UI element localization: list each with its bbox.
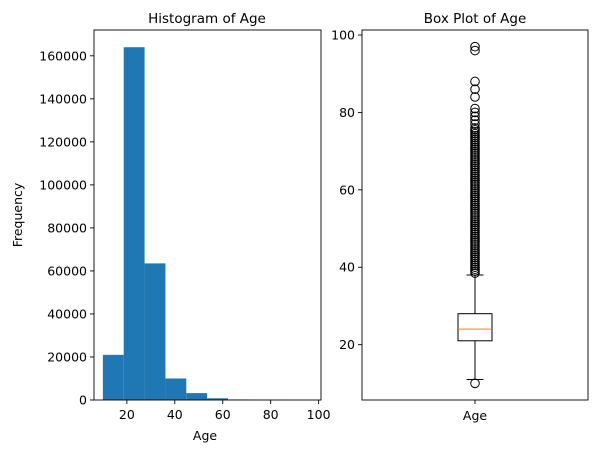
- histogram-title: Histogram of Age: [148, 11, 266, 27]
- histogram-y-tick-label: 100000: [39, 177, 87, 192]
- histogram-bar: [186, 393, 208, 400]
- histogram-y-tick-label: 0: [79, 393, 87, 408]
- boxplot-y-tick-label: 80: [339, 105, 355, 120]
- histogram-x-tick-label: 40: [167, 407, 183, 422]
- histogram-x-ticks: 20 40 60 80 100: [119, 400, 331, 422]
- boxplot-outlier-point: [470, 123, 480, 133]
- boxplot-y-tick-label: 40: [339, 260, 355, 275]
- boxplot-outlier-point: [470, 45, 480, 56]
- histogram-y-label: Frequency: [10, 182, 25, 247]
- boxplot-outlier-point: [470, 92, 480, 102]
- boxplot-outlier-point: [470, 41, 480, 52]
- histogram-y-tick-label: 160000: [39, 48, 87, 63]
- boxplot-y-tick-label: 100: [331, 28, 355, 43]
- boxplot-outlier-point: [470, 76, 480, 87]
- histogram-bars: [102, 47, 312, 401]
- histogram-x-tick-label: 60: [215, 407, 231, 422]
- histogram-y-tick-label: 80000: [47, 220, 87, 235]
- boxplot-box: [457, 313, 493, 342]
- boxplot-outlier-point: [470, 84, 480, 95]
- histogram-y-tick-label: 140000: [39, 91, 87, 106]
- histogram-bar: [207, 398, 228, 400]
- boxplot-y-tick-label: 60: [339, 182, 355, 197]
- boxplot-panel: Box Plot of Age 20 40 60 80 100 Age: [331, 11, 589, 423]
- histogram-y-tick-label: 120000: [39, 134, 87, 149]
- boxplot-outlier-point: [470, 378, 480, 389]
- histogram-bar: [123, 47, 145, 401]
- boxplot-title: Box Plot of Age: [424, 11, 527, 27]
- boxplot-outlier-point: [470, 115, 480, 125]
- boxplot-category-label: Age: [463, 408, 487, 423]
- histogram-bar: [102, 354, 124, 400]
- histogram-bar: [165, 378, 187, 400]
- histogram-panel: Histogram of Age 20 40 60 80 100 0 20000 40000…: [10, 11, 331, 443]
- histogram-y-ticks: 0 20000 40000 60000 80000 100000 120000 140000 1…: [39, 48, 94, 408]
- histogram-x-tick-label: 100: [307, 407, 331, 422]
- histogram-x-tick-label: 80: [263, 407, 279, 422]
- histogram-y-tick-label: 60000: [47, 263, 87, 278]
- boxplot-y-tick-label: 20: [339, 337, 355, 352]
- histogram-y-tick-label: 40000: [47, 306, 87, 321]
- boxplot-outliers: [470, 41, 480, 389]
- boxplot-outlier-point: [470, 119, 480, 129]
- boxplot-outlier-point: [470, 107, 480, 118]
- boxplot-body: [457, 274, 493, 380]
- boxplot-outlier-point: [470, 103, 480, 114]
- histogram-x-label: Age: [193, 428, 217, 443]
- histogram-y-tick-label: 20000: [47, 349, 87, 364]
- histogram-axes-frame: [93, 29, 322, 401]
- histogram-bar: [144, 263, 166, 400]
- boxplot-outlier-point: [470, 111, 480, 122]
- histogram-x-tick-label: 20: [119, 407, 135, 422]
- boxplot-axes-frame: [361, 29, 589, 401]
- boxplot-y-ticks: 20 40 60 80 100: [331, 28, 476, 404]
